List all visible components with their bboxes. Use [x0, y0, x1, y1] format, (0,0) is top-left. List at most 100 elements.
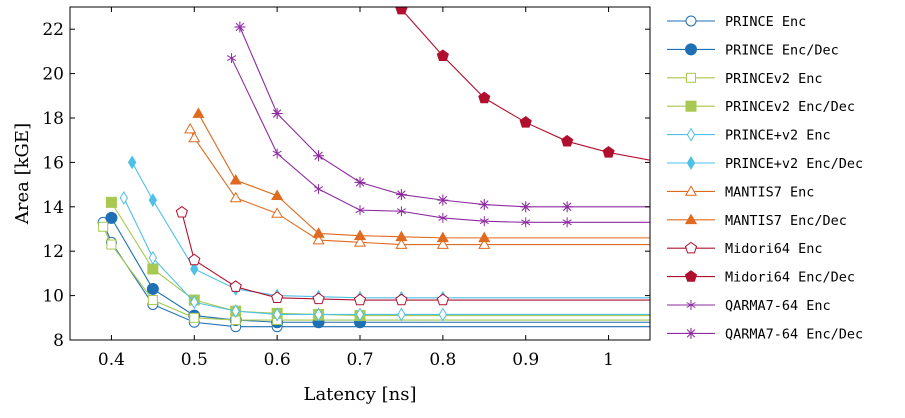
series-line: [198, 114, 650, 238]
data-point: [106, 197, 116, 207]
series-line: [401, 9, 650, 160]
data-point: [230, 281, 241, 291]
data-point: [396, 189, 407, 200]
legend-swatch-marker: [685, 271, 696, 281]
series-9: [396, 3, 650, 160]
legend-item: Midori64 Enc: [667, 241, 823, 257]
data-point: [562, 136, 573, 146]
data-point: [437, 195, 448, 206]
y-tick-label: 8: [53, 331, 64, 351]
data-point: [227, 53, 236, 63]
data-point: [520, 201, 531, 212]
legend-item: QARMA7-64 Enc/Dec: [667, 326, 863, 342]
data-point: [189, 133, 199, 142]
legend-item: PRINCE Enc/Dec: [667, 42, 839, 58]
x-tick-label: 1: [603, 350, 614, 370]
data-point: [273, 149, 282, 159]
legend-swatch-marker: [687, 129, 694, 141]
x-tick-label: 0.6: [264, 350, 291, 370]
data-point: [272, 191, 282, 200]
data-point: [479, 199, 490, 210]
y-tick-label: 16: [42, 153, 64, 173]
legend-item: Midori64 Enc/Dec: [667, 270, 855, 286]
data-point: [107, 240, 116, 249]
legend-swatch-marker: [687, 157, 694, 169]
data-point: [185, 124, 195, 133]
data-point: [190, 313, 199, 322]
legend-label: PRINCEv2 Enc: [725, 71, 823, 87]
legend-label: PRINCE+v2 Enc: [725, 128, 831, 144]
data-point: [439, 308, 446, 320]
data-point: [314, 184, 323, 194]
data-point: [147, 283, 158, 294]
legend-item: MANTIS7 Enc: [667, 184, 814, 200]
legend-label: PRINCE+v2 Enc/Dec: [725, 156, 863, 172]
data-point: [562, 201, 573, 212]
series-10: [227, 53, 650, 227]
series-line: [190, 129, 650, 244]
data-point: [272, 208, 282, 217]
legend-item: QARMA7-64 Enc: [667, 298, 831, 314]
legend-swatch-marker: [687, 73, 696, 82]
data-point: [396, 294, 407, 304]
series-8: [176, 207, 650, 305]
legend: PRINCE Enc PRINCE Enc/Dec PRINCEv2 Enc PRIN…: [667, 14, 863, 342]
data-point: [603, 147, 614, 157]
data-point: [231, 193, 241, 202]
data-point: [354, 294, 365, 304]
data-point: [520, 117, 531, 127]
series-line: [124, 198, 650, 315]
x-tick-label: 0.8: [429, 350, 456, 370]
x-tick-label: 0.4: [98, 350, 125, 370]
y-axis-label: Area [kGE]: [12, 123, 33, 225]
data-point: [396, 3, 407, 13]
legend-swatch-marker: [686, 16, 696, 26]
legend-label: PRINCEv2 Enc/Dec: [725, 99, 855, 115]
series-layer: [98, 3, 650, 331]
legend-swatch-marker: [686, 186, 696, 195]
legend-item: PRINCEv2 Enc: [667, 71, 823, 87]
series-1: [106, 212, 650, 327]
data-point: [176, 207, 187, 217]
data-point: [398, 308, 405, 320]
series-line: [182, 212, 650, 300]
data-point: [355, 177, 366, 188]
x-tick-label: 0.9: [512, 350, 539, 370]
y-tick-label: 22: [42, 20, 64, 40]
data-point: [272, 108, 283, 119]
legend-label: PRINCE Enc/Dec: [725, 42, 839, 58]
data-point: [99, 222, 108, 231]
data-point: [106, 212, 117, 223]
x-axis-label: Latency [ns]: [303, 384, 416, 405]
data-point: [148, 296, 157, 305]
y-tick-label: 10: [42, 287, 64, 307]
data-point: [148, 264, 158, 274]
legend-swatch-marker: [686, 215, 696, 224]
legend-swatch-marker: [686, 44, 697, 55]
series-6: [185, 124, 650, 248]
legend-label: Midori64 Enc/Dec: [725, 270, 855, 286]
series-7: [193, 108, 650, 241]
data-point: [313, 150, 324, 161]
legend-swatch-marker: [686, 101, 696, 111]
legend-label: MANTIS7 Enc: [725, 184, 814, 200]
legend-item: PRINCE Enc: [667, 14, 806, 30]
x-tick-label: 0.7: [346, 350, 373, 370]
data-point: [234, 21, 245, 32]
series-line: [103, 227, 650, 320]
data-point: [272, 292, 283, 302]
legend-item: PRINCEv2 Enc/Dec: [667, 99, 855, 115]
data-point: [193, 108, 203, 117]
data-point: [438, 233, 448, 242]
y-tick-label: 12: [42, 242, 64, 262]
legend-label: QARMA7-64 Enc: [725, 298, 831, 314]
legend-label: QARMA7-64 Enc/Dec: [725, 326, 863, 342]
legend-label: PRINCE Enc: [725, 14, 806, 30]
series-5: [129, 156, 650, 303]
data-point: [437, 294, 448, 304]
legend-item: PRINCE+v2 Enc: [667, 128, 831, 144]
y-tick-label: 18: [42, 109, 64, 129]
legend-swatch-marker: [686, 328, 697, 339]
legend-label: MANTIS7 Enc/Dec: [725, 213, 847, 229]
x-tick-label: 0.5: [181, 350, 208, 370]
